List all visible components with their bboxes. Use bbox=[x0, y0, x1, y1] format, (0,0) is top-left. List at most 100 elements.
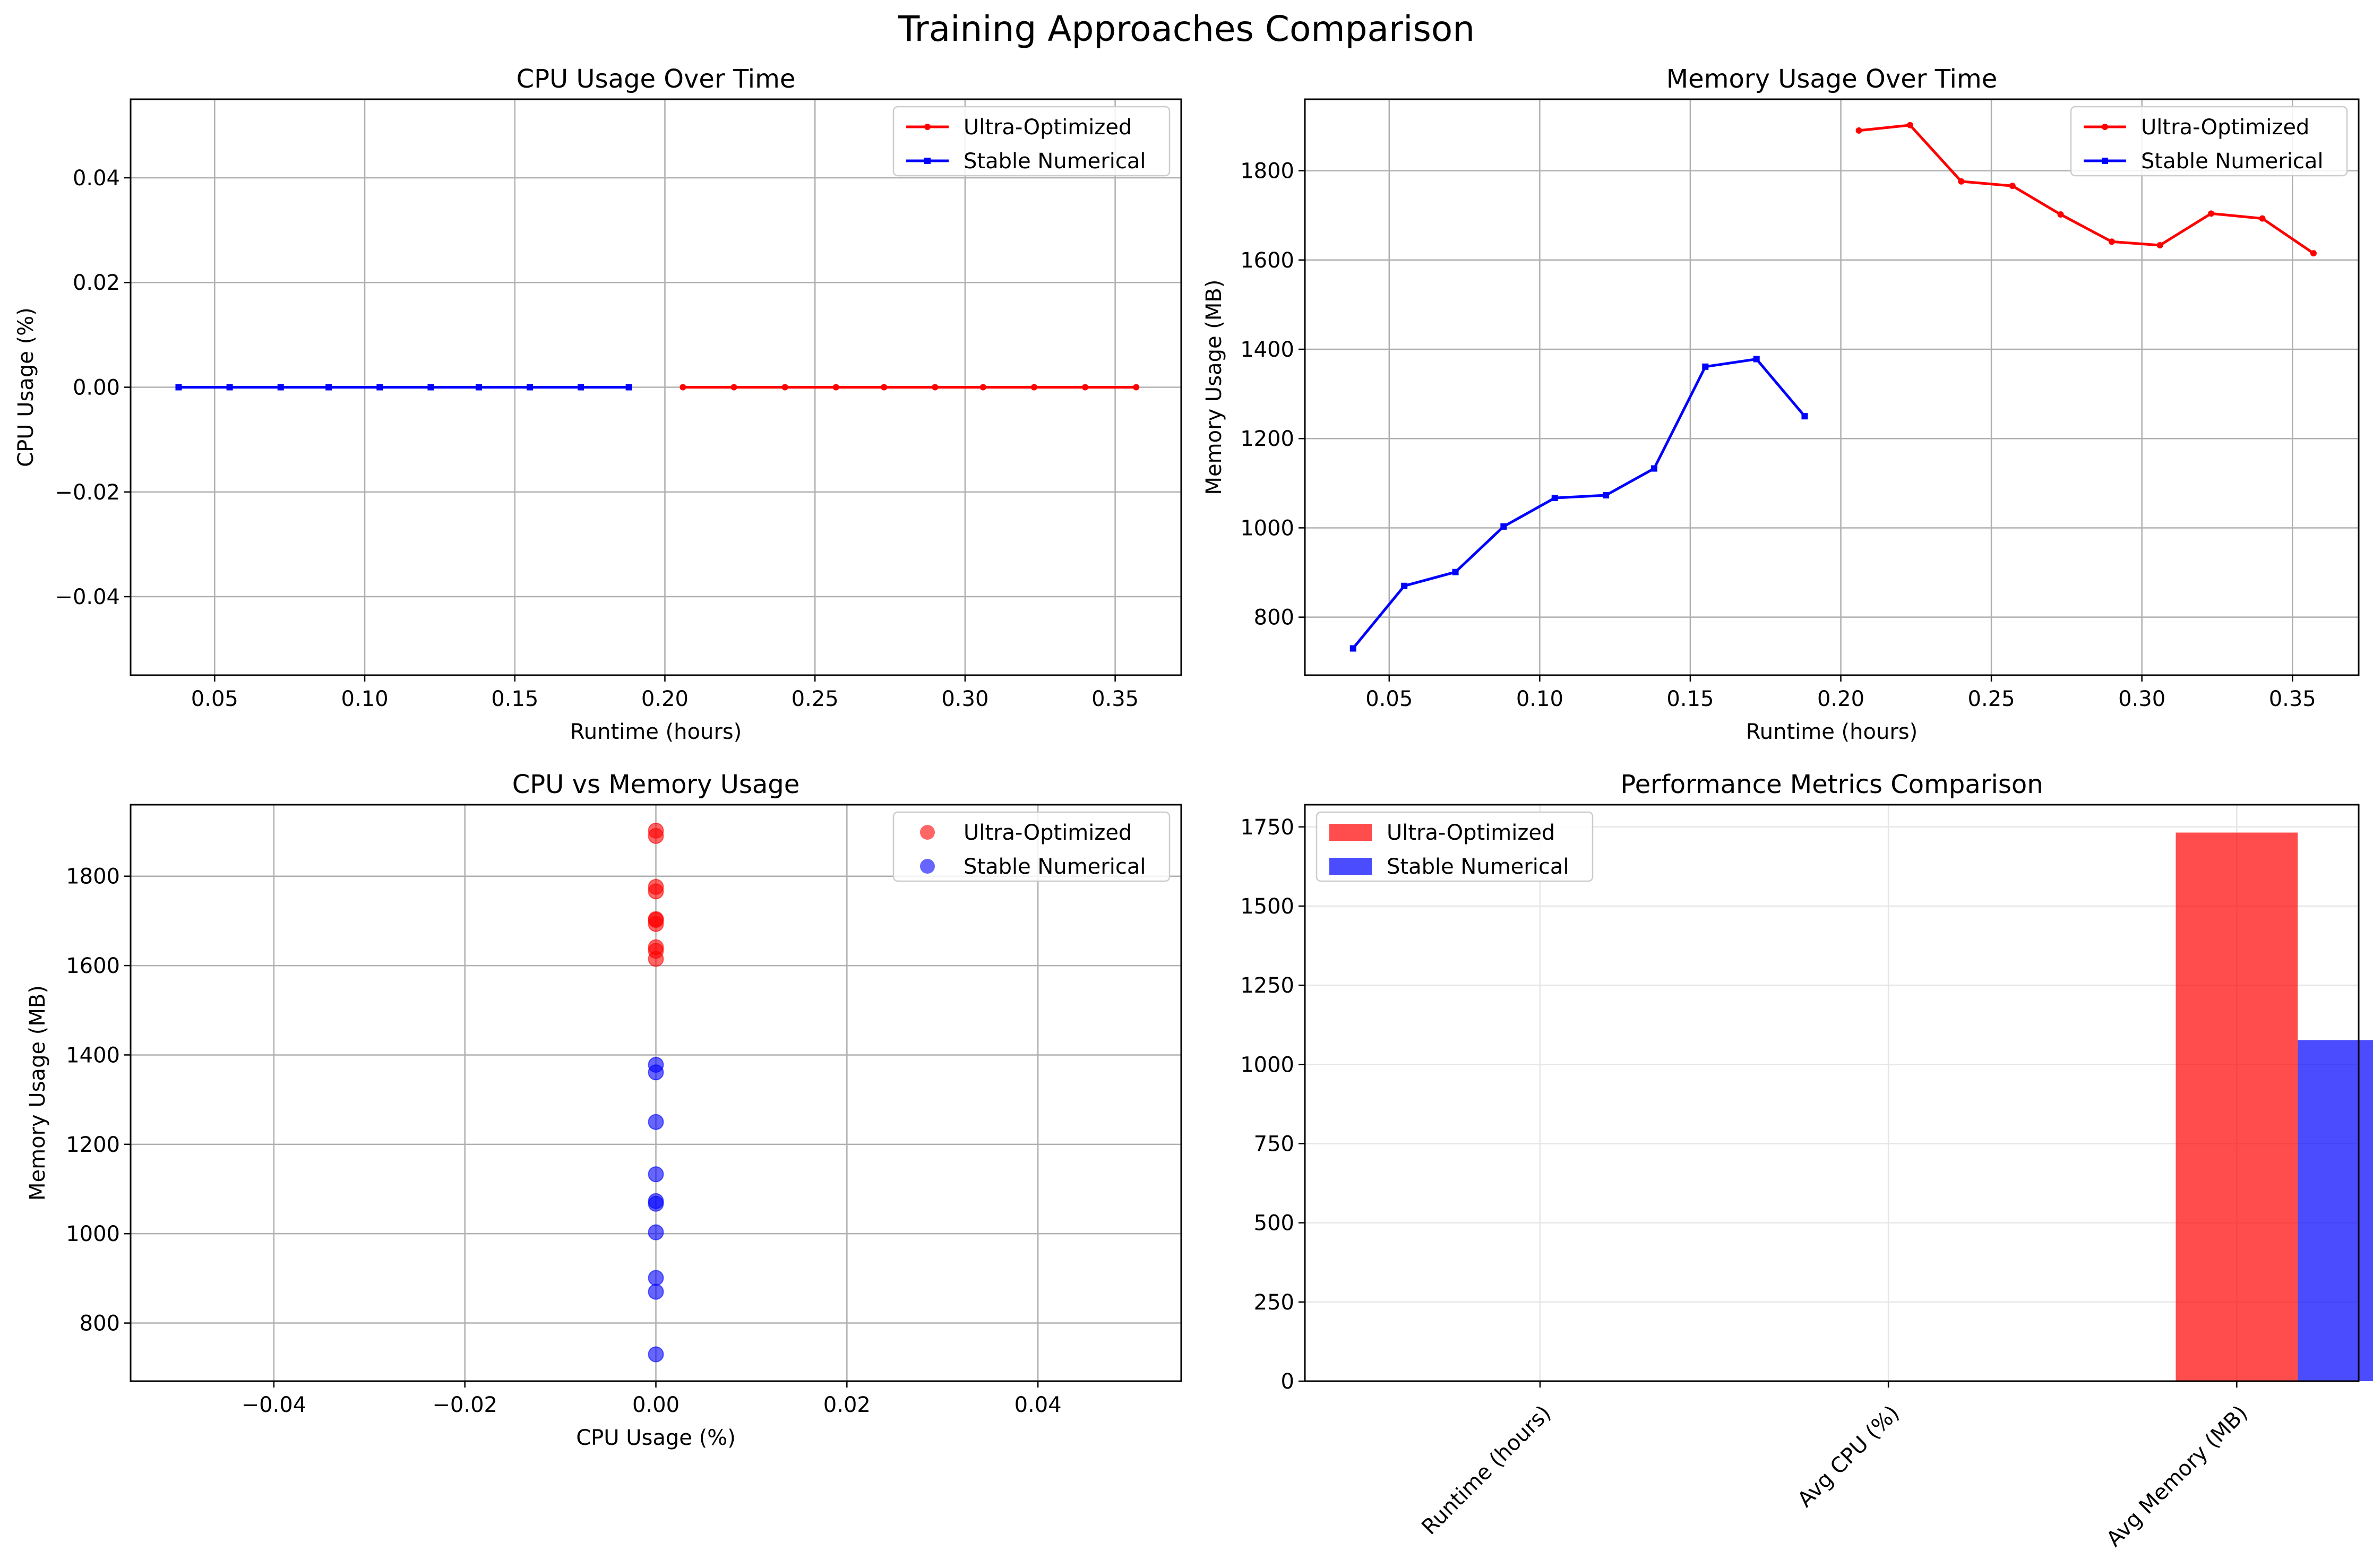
figure-title: Training Approaches Comparison bbox=[898, 8, 1475, 49]
x-tick-label: 0.10 bbox=[341, 687, 389, 711]
legend-marker-ultra-optimized bbox=[924, 124, 931, 130]
scatter-point-stable-numerical bbox=[648, 1166, 664, 1183]
point-stable-numerical bbox=[578, 384, 584, 391]
legend-box bbox=[892, 106, 1171, 177]
y-axis-label: CPU Usage (%) bbox=[14, 307, 38, 467]
chart-mem_time: 800 1000 1200 1400 1600 1800 0.05 0.10 0.15 0.20 0… bbox=[1202, 64, 2360, 744]
point-ultra-optimized bbox=[1133, 384, 1140, 391]
y-tick-label: 1000 bbox=[66, 1222, 120, 1246]
legend-swatch-stable-numerical bbox=[1329, 858, 1372, 875]
x-tick-label: −0.04 bbox=[242, 1393, 307, 1417]
y-tick-label: 500 bbox=[1254, 1211, 1294, 1236]
x-tick-label: 0.35 bbox=[2269, 687, 2316, 711]
y-tick-label: 1000 bbox=[1240, 1053, 1294, 1077]
point-ultra-optimized bbox=[1906, 122, 1913, 128]
y-tick-label: 1600 bbox=[1240, 248, 1294, 273]
point-ultra-optimized bbox=[881, 384, 888, 391]
axes-frame bbox=[1304, 98, 2360, 676]
chart-title: CPU Usage Over Time bbox=[517, 64, 796, 94]
point-ultra-optimized bbox=[781, 384, 788, 391]
scatter-point-stable-numerical bbox=[648, 1056, 664, 1073]
point-stable-numerical bbox=[1401, 582, 1408, 589]
bar-stable-numerical bbox=[2298, 1040, 2373, 1381]
point-ultra-optimized bbox=[2057, 211, 2064, 218]
point-ultra-optimized bbox=[979, 384, 986, 391]
x-tick-label: 0.35 bbox=[1091, 687, 1139, 711]
y-tick-label: −0.02 bbox=[55, 480, 120, 505]
bars bbox=[1479, 832, 2373, 1381]
scatter-point-ultra-optimized bbox=[648, 822, 664, 839]
point-stable-numerical bbox=[1801, 413, 1808, 420]
bar-ultra-optimized bbox=[2176, 832, 2298, 1381]
tick-labels: 800 1000 1200 1400 1600 1800 0.05 0.10 0.15 0.20 0… bbox=[1240, 159, 2316, 711]
point-ultra-optimized bbox=[2156, 242, 2163, 249]
y-tick-label: 0 bbox=[1281, 1369, 1294, 1394]
x-tick-label: 0.25 bbox=[792, 687, 839, 711]
point-stable-numerical bbox=[1349, 645, 1356, 652]
tick-labels: 800 1000 1200 1400 1600 1800 −0.04 −0.02 0.00 0.0… bbox=[66, 865, 1061, 1417]
point-stable-numerical bbox=[1452, 568, 1459, 575]
y-tick-label: 250 bbox=[1254, 1290, 1294, 1315]
scatter-point-stable-numerical bbox=[648, 1283, 664, 1300]
point-ultra-optimized bbox=[1855, 127, 1862, 134]
legend-marker-ultra-optimized bbox=[920, 825, 935, 840]
legend-label-ultra-optimized: Ultra-Optimized bbox=[964, 821, 1132, 845]
point-stable-numerical bbox=[1650, 465, 1657, 472]
point-stable-numerical bbox=[1603, 492, 1610, 499]
point-stable-numerical bbox=[277, 384, 284, 391]
scatter-point-stable-numerical bbox=[648, 1270, 664, 1286]
x-axis-label: Runtime (hours) bbox=[1746, 720, 1918, 744]
y-tick-label: 1800 bbox=[1240, 159, 1294, 184]
point-ultra-optimized bbox=[2310, 250, 2317, 257]
legend-box bbox=[1316, 811, 1594, 882]
y-tick-label: 0.04 bbox=[73, 166, 120, 191]
point-ultra-optimized bbox=[1958, 178, 1965, 185]
chart-title: CPU vs Memory Usage bbox=[512, 770, 800, 799]
y-tick-label: 1400 bbox=[1240, 338, 1294, 362]
legend-swatch-ultra-optimized bbox=[1329, 824, 1372, 841]
point-stable-numerical bbox=[1500, 523, 1507, 530]
point-stable-numerical bbox=[475, 384, 482, 391]
x-tick-label: 0.25 bbox=[1968, 687, 2015, 711]
tick-labels: −0.04 −0.02 0.00 0.02 0.04 0.05 0.10 0.15 0.20 0.… bbox=[55, 166, 1139, 711]
point-ultra-optimized bbox=[932, 384, 939, 391]
scatter-point-stable-numerical bbox=[648, 1346, 664, 1363]
legend-label-stable-numerical: Stable Numerical bbox=[964, 855, 1146, 879]
x-tick-label: 0.00 bbox=[632, 1393, 680, 1417]
x-tick-label: 0.10 bbox=[1516, 687, 1563, 711]
point-ultra-optimized bbox=[2009, 183, 2016, 189]
point-ultra-optimized bbox=[2208, 210, 2215, 217]
grid-lines bbox=[1305, 99, 2359, 675]
x-tick-label: 0.04 bbox=[1014, 1393, 1062, 1417]
y-axis-label: Memory Usage (MB) bbox=[1202, 280, 1226, 495]
x-tick-label: 0.15 bbox=[491, 687, 538, 711]
legend: Ultra-Optimized Stable Numerical bbox=[892, 106, 1171, 177]
axes-frame bbox=[130, 98, 1182, 676]
legend-marker-stable-numerical bbox=[2102, 158, 2108, 164]
legend-marker-stable-numerical bbox=[924, 158, 931, 164]
legend-label-stable-numerical: Stable Numerical bbox=[964, 149, 1146, 174]
scatter-point-ultra-optimized bbox=[648, 883, 664, 900]
legend-marker-stable-numerical bbox=[920, 859, 935, 874]
x-tick-label: 0.20 bbox=[641, 687, 689, 711]
scatter-point-ultra-optimized bbox=[648, 916, 664, 932]
scatter-point-stable-numerical bbox=[648, 1114, 664, 1130]
chart-title: Memory Usage Over Time bbox=[1666, 64, 1997, 94]
legend-label-stable-numerical: Stable Numerical bbox=[2141, 149, 2323, 174]
point-stable-numerical bbox=[1702, 363, 1709, 370]
legend-box bbox=[2070, 106, 2348, 177]
series-line-stable-numerical bbox=[1352, 358, 1806, 650]
point-stable-numerical bbox=[226, 384, 233, 391]
point-stable-numerical bbox=[625, 384, 632, 391]
scatter-point-ultra-optimized bbox=[648, 951, 664, 967]
x-tick-label: 0.15 bbox=[1666, 687, 1714, 711]
chart-title: Performance Metrics Comparison bbox=[1620, 770, 2043, 799]
series bbox=[175, 384, 1140, 391]
legend-marker-ultra-optimized bbox=[2102, 124, 2108, 130]
point-ultra-optimized bbox=[2259, 215, 2266, 222]
y-tick-label: 1800 bbox=[66, 865, 120, 889]
point-stable-numerical bbox=[427, 384, 434, 391]
legend-label-ultra-optimized: Ultra-Optimized bbox=[2141, 115, 2309, 140]
y-tick-label: 1200 bbox=[66, 1133, 120, 1157]
